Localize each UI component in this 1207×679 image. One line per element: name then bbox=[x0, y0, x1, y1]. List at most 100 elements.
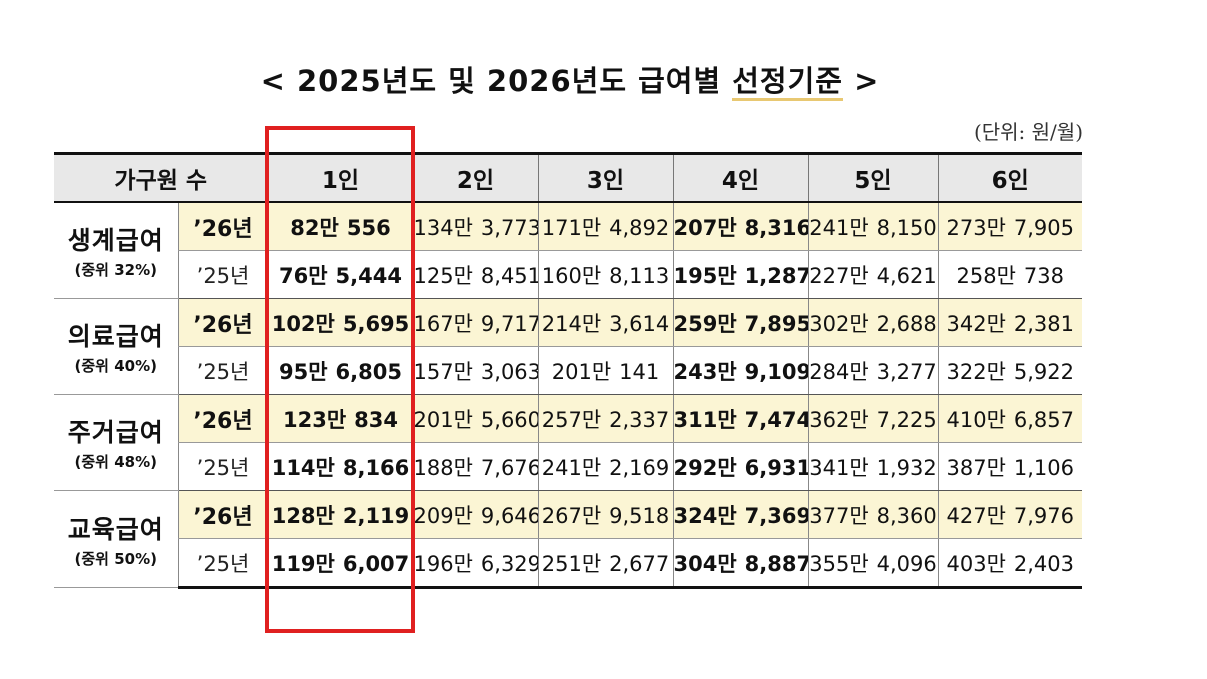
page-title: < 2025년도 및 2026년도 급여별 선정기준 > bbox=[0, 58, 1140, 101]
value-man: 322만 bbox=[946, 359, 1006, 384]
value-won: 1,932 bbox=[876, 455, 937, 480]
value-man: 114만 bbox=[271, 455, 335, 480]
year-label: ’26년 bbox=[177, 298, 268, 347]
value-man: 341만 bbox=[809, 455, 869, 480]
value-won: 6,857 bbox=[1013, 407, 1075, 432]
value-man: 171만 bbox=[541, 215, 602, 240]
value-man: 241만 bbox=[809, 215, 869, 240]
table-row: ’25년 119만 6,007 196만 6,329 251만 2,677 304만 8,887… bbox=[54, 538, 1082, 589]
value-man: 160만 bbox=[541, 263, 602, 288]
value-man: 123만 bbox=[283, 407, 347, 432]
value-cell: 134만 3,773 bbox=[412, 202, 538, 251]
value-cell: 82만 556 bbox=[267, 202, 413, 251]
value-cell: 123만 834 bbox=[267, 394, 413, 443]
benefit-name-cell: 의료급여 (중위 40%) bbox=[54, 298, 178, 395]
value-won: 2,688 bbox=[876, 311, 937, 336]
value-won: 9,646 bbox=[480, 503, 538, 528]
value-won: 1,106 bbox=[1013, 455, 1075, 480]
value-won: 8,316 bbox=[744, 215, 808, 240]
value-cell: 128만 2,119 bbox=[267, 490, 413, 539]
value-man: 207만 bbox=[673, 215, 737, 240]
table-row: 주거급여 (중위 48%) ’26년 123만 834 201만 5,660 257만 2,33… bbox=[54, 394, 1082, 491]
benefit-name-cell: 주거급여 (중위 48%) bbox=[54, 394, 178, 491]
value-cell: 160만 8,113 bbox=[537, 250, 673, 299]
value-man: 362만 bbox=[809, 407, 869, 432]
value-man: 82만 bbox=[290, 215, 339, 240]
value-man: 355만 bbox=[809, 551, 869, 576]
value-cell: 171만 4,892 bbox=[537, 202, 673, 251]
table-row: 생계급여 (중위 32%) ’26년 82만 556 134만 3,773 171만 4,892… bbox=[54, 202, 1082, 299]
value-cell: 267만 9,518 bbox=[537, 490, 673, 539]
value-won: 9,717 bbox=[480, 311, 538, 336]
benefit-name: 교육급여 bbox=[67, 514, 164, 544]
value-won: 9,518 bbox=[609, 503, 670, 528]
value-cell: 167만 9,717 bbox=[412, 298, 538, 347]
value-won: 4,621 bbox=[876, 263, 937, 288]
year-label: ’25년 bbox=[177, 442, 268, 491]
median-ratio: (중위 50%) bbox=[74, 549, 157, 568]
header-col-5: 5인 bbox=[807, 152, 938, 203]
value-cell: 284만 3,277 bbox=[807, 346, 938, 395]
value-cell: 241만 2,169 bbox=[537, 442, 673, 491]
value-cell: 157만 3,063 bbox=[412, 346, 538, 395]
value-won: 5,660 bbox=[480, 407, 538, 432]
header-col-4: 4인 bbox=[672, 152, 808, 203]
year-label: ’25년 bbox=[177, 538, 268, 589]
value-won: 1,287 bbox=[744, 263, 808, 288]
table-row: 교육급여 (중위 50%) ’26년 128만 2,119 209만 9,646 267만 9,… bbox=[54, 490, 1082, 588]
value-man: 209만 bbox=[413, 503, 473, 528]
value-man: 125만 bbox=[413, 263, 473, 288]
value-man: 259만 bbox=[673, 311, 737, 336]
value-cell: 76만 5,444 bbox=[267, 250, 413, 299]
benefit-name-cell: 생계급여 (중위 32%) bbox=[54, 202, 178, 299]
year-label: ’25년 bbox=[177, 346, 268, 395]
value-won: 6,007 bbox=[342, 551, 410, 576]
value-cell: 341만 1,932 bbox=[807, 442, 938, 491]
value-man: 95만 bbox=[279, 359, 328, 384]
value-man: 267만 bbox=[541, 503, 602, 528]
value-cell: 324만 7,369 bbox=[672, 490, 808, 539]
value-won: 5,444 bbox=[335, 263, 402, 288]
value-man: 241만 bbox=[541, 455, 602, 480]
value-won: 5,922 bbox=[1013, 359, 1075, 384]
benefit-name: 생계급여 bbox=[67, 226, 164, 255]
header-col-2: 2인 bbox=[412, 152, 538, 203]
value-won: 9,109 bbox=[744, 359, 808, 384]
value-cell: 241만 8,150 bbox=[807, 202, 938, 251]
value-won: 8,150 bbox=[876, 215, 937, 240]
value-man: 304만 bbox=[673, 551, 737, 576]
median-ratio: (중위 40%) bbox=[74, 357, 157, 375]
value-man: 76만 bbox=[279, 263, 328, 288]
value-won: 2,169 bbox=[609, 455, 670, 480]
header-col-3: 3인 bbox=[537, 152, 673, 203]
value-won: 7,676 bbox=[480, 455, 538, 480]
header-col-1: 1인 bbox=[267, 152, 413, 203]
value-cell: 125만 8,451 bbox=[412, 250, 538, 299]
value-cell: 196만 6,329 bbox=[412, 538, 538, 589]
value-man: 201만 bbox=[551, 359, 612, 384]
median-ratio: (중위 48%) bbox=[74, 453, 157, 471]
value-man: 196만 bbox=[413, 551, 473, 576]
value-won: 2,677 bbox=[609, 551, 670, 576]
value-man: 410만 bbox=[946, 407, 1006, 432]
value-cell: 387만 1,106 bbox=[937, 442, 1082, 491]
value-cell: 427만 7,976 bbox=[937, 490, 1082, 539]
value-man: 251만 bbox=[541, 551, 602, 576]
value-won: 2,337 bbox=[609, 407, 670, 432]
benefit-name: 의료급여 bbox=[67, 322, 164, 351]
value-won: 4,096 bbox=[876, 551, 937, 576]
value-cell: 273만 7,905 bbox=[937, 202, 1082, 251]
value-won: 8,887 bbox=[744, 551, 808, 576]
table-row: ’25년 95만 6,805 157만 3,063 201만 141 243만 9,109 284… bbox=[54, 346, 1082, 395]
benefit-name: 주거급여 bbox=[67, 418, 164, 447]
value-cell: 201만 141 bbox=[537, 346, 673, 395]
value-cell: 257만 2,337 bbox=[537, 394, 673, 443]
title-highlight: 선정기준 bbox=[732, 64, 843, 101]
header-household-size: 가구원 수 bbox=[54, 152, 268, 203]
value-man: 128만 bbox=[271, 503, 335, 528]
value-cell: 342만 2,381 bbox=[937, 298, 1082, 347]
value-man: 302만 bbox=[809, 311, 869, 336]
value-cell: 207만 8,316 bbox=[672, 202, 808, 251]
value-man: 201만 bbox=[413, 407, 473, 432]
value-won: 8,451 bbox=[480, 263, 538, 288]
